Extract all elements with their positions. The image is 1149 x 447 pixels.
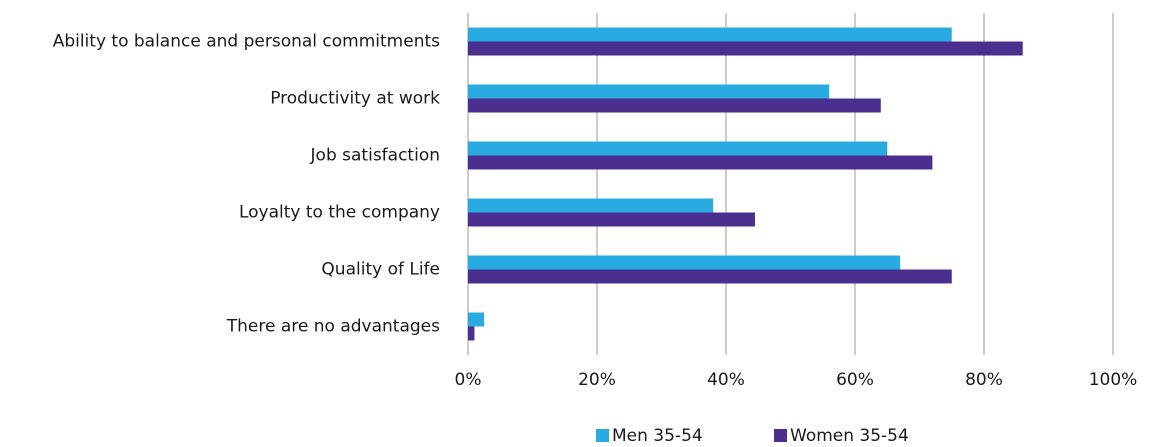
bar bbox=[468, 312, 485, 327]
y-tick-label: Productivity at work bbox=[270, 89, 440, 109]
bar bbox=[468, 255, 901, 270]
legend-swatch bbox=[596, 429, 609, 442]
y-tick-label: Loyalty to the company bbox=[239, 203, 440, 223]
bar bbox=[468, 198, 714, 213]
x-tick-label: 20% bbox=[578, 370, 616, 390]
x-tick-label: 0% bbox=[455, 370, 482, 390]
x-tick-label: 80% bbox=[965, 370, 1003, 390]
bar bbox=[468, 326, 475, 341]
bar bbox=[468, 212, 756, 227]
bar bbox=[468, 155, 933, 170]
bar bbox=[468, 27, 952, 42]
legend-label: Men 35-54 bbox=[612, 426, 703, 446]
y-tick-label: Job satisfaction bbox=[310, 146, 440, 166]
x-tick-label: 100% bbox=[1089, 370, 1138, 390]
y-tick-label: Quality of Life bbox=[321, 260, 440, 280]
bar bbox=[468, 141, 888, 156]
y-tick-label: There are no advantages bbox=[226, 317, 440, 337]
y-tick-label: Ability to balance and personal commitme… bbox=[53, 32, 440, 52]
legend-swatch bbox=[774, 429, 787, 442]
x-tick-label: 40% bbox=[707, 370, 745, 390]
bar bbox=[468, 98, 881, 113]
bar bbox=[468, 84, 830, 99]
legend-label: Women 35-54 bbox=[790, 426, 909, 446]
bar bbox=[468, 41, 1023, 56]
x-tick-label: 60% bbox=[836, 370, 874, 390]
bar bbox=[468, 269, 952, 284]
